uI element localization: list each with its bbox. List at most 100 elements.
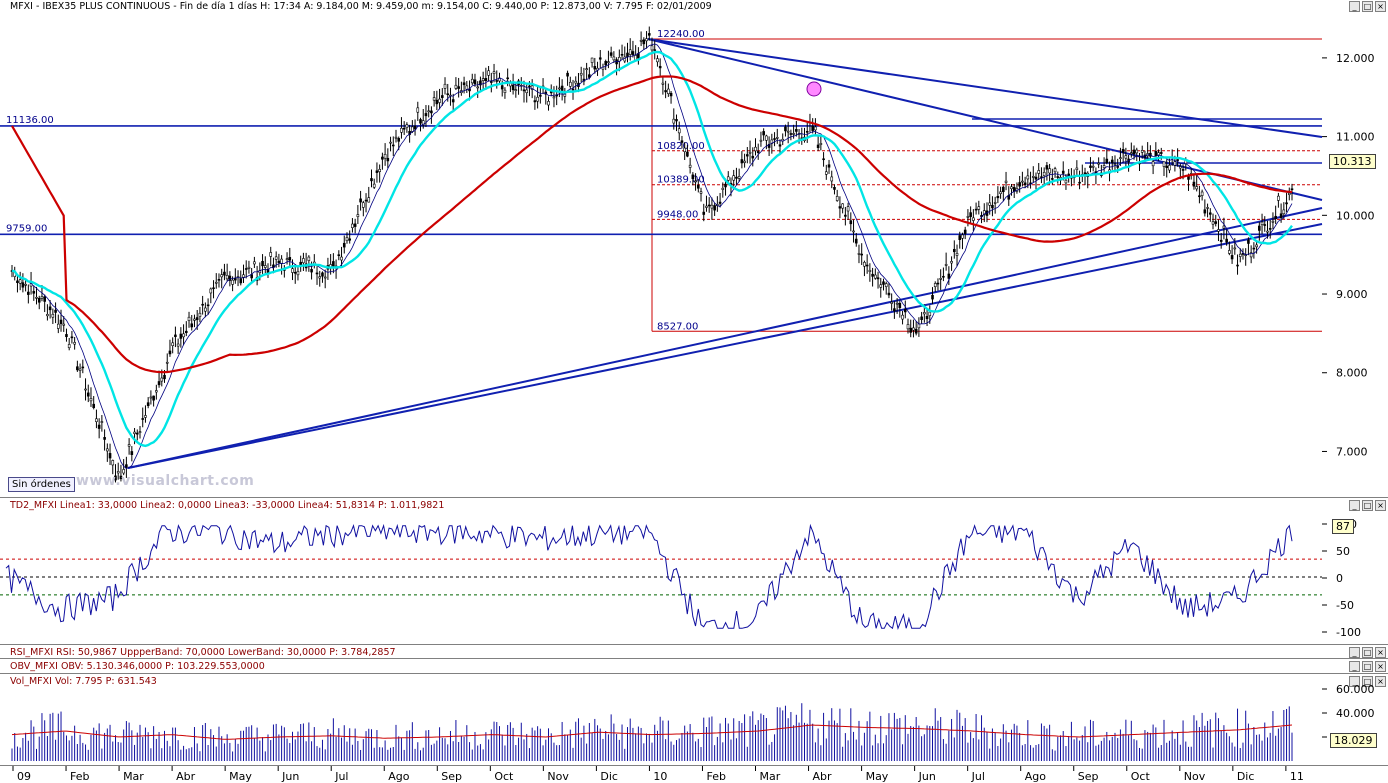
close-icon[interactable]: × [1375,676,1386,687]
price-candle-body [1116,166,1120,168]
price-candle-body [184,330,188,333]
maximize-icon[interactable]: □ [1362,676,1373,687]
price-candle-body [1053,168,1057,173]
x-tick-label: Abr [813,770,833,783]
price-candle-body [348,238,352,241]
x-tick-label: May [229,770,252,783]
maximize-icon[interactable]: □ [1362,1,1373,12]
close-icon[interactable]: × [1375,661,1386,672]
price-candle-body [852,230,855,233]
price-candle-body [487,70,490,76]
price-candle-body [413,125,417,130]
price-candle-body [607,61,610,63]
price-candle-body [1268,228,1272,230]
price-candle-body [1249,252,1253,258]
y-tick-label: 11.000 [1336,131,1375,144]
price-candle-body [1233,247,1237,250]
price-candle-body [65,334,68,338]
maximize-icon[interactable]: □ [1362,500,1373,511]
price-candle-body [152,395,155,401]
price-candle-body [647,33,651,36]
price-candle-body [1162,161,1166,167]
price-candle-body [1219,239,1223,242]
close-icon[interactable]: × [1375,1,1386,12]
price-candle-body [871,273,874,277]
price-candle-body [1135,149,1139,154]
price-candle-body [89,398,93,402]
price-candle-body [479,80,482,86]
trendline [127,207,1323,469]
price-candle-body [993,202,997,204]
price-candle-body [492,71,496,74]
vol-last-box: 18.029 [1330,733,1377,748]
price-candle-body [201,303,204,306]
rsi-pane[interactable]: RSI_MFXI RSI: 50,9867 UppperBand: 70,000… [0,646,1388,659]
price-candle-body [696,185,700,189]
price-candle-body [626,52,629,57]
price-candle-body [182,333,185,338]
price-candle-body [465,85,469,90]
last-price-box: 10.313 [1329,154,1376,169]
obv-pane[interactable]: OBV_MFXI OBV: 5.130.346,0000 P: 103.229.… [0,660,1388,674]
price-candle-body [424,113,428,117]
price-candle-body [805,131,809,133]
price-candle-body [193,318,196,321]
td2-pane[interactable]: TD2_MFXI Linea1: 33,0000 Linea2: 0,0000 … [0,499,1388,645]
price-candle-body [664,90,667,93]
rsi-title: RSI_MFXI RSI: 50,9867 UppperBand: 70,000… [10,647,396,658]
price-candle-body [457,86,460,89]
close-icon[interactable]: × [1375,647,1386,658]
level-label: 12240.00 [657,29,705,40]
price-candle-body [642,39,646,45]
price-candle-body [721,187,725,190]
minimize-icon[interactable]: _ [1349,647,1360,658]
price-candle-body [277,260,281,263]
minimize-icon[interactable]: _ [1349,500,1360,511]
price-candle-body [130,451,134,455]
price-candle-body [528,85,531,88]
price-candle-body [691,174,695,180]
price-candle-body [1159,152,1163,154]
minimize-icon[interactable]: _ [1349,676,1360,687]
level-label: 10820.00 [657,141,705,152]
price-candle-body [59,319,63,324]
price-candle-body [814,126,817,131]
minimize-icon[interactable]: _ [1349,661,1360,672]
price-candle-body [585,68,588,71]
price-candle-body [667,88,670,94]
close-icon[interactable]: × [1375,500,1386,511]
maximize-icon[interactable]: □ [1362,661,1373,672]
td2-line [5,523,1293,630]
td2-chart[interactable]: 100500-50-100 [0,499,1388,645]
price-chart[interactable]: 12.000 11.000 10.000 9.000 8.000 7.000 12240.0… [0,0,1388,498]
price-candle-body [427,110,430,113]
ma-long-line [11,75,1293,374]
price-candle-body [792,133,795,135]
volume-pane[interactable]: Vol_MFXI Vol: 7.795 P: 631.543 _ □ × 60.… [0,675,1388,766]
price-candle-body [748,151,752,154]
price-candle-body [732,175,736,181]
price-candle-body [1018,182,1021,187]
price-candle-body [1010,186,1013,190]
price-candle-body [882,281,885,285]
price-candle-body [381,156,384,160]
maximize-icon[interactable]: □ [1362,647,1373,658]
price-candle-body [217,279,221,281]
price-candle-body [345,237,349,242]
minimize-icon[interactable]: _ [1349,1,1360,12]
price-candle-body [296,271,300,276]
price-candle-body [593,66,597,70]
price-candle-body [359,198,362,203]
price-candle-body [157,381,161,386]
price-candle-body [936,282,940,285]
x-tick-label: Feb [70,770,89,783]
price-candle-body [394,136,398,139]
price-pane[interactable]: MFXI - IBEX35 PLUS CONTINUOUS - Fin de d… [0,0,1388,498]
price-candle-body [1287,192,1291,195]
signal-marker-icon [806,81,822,97]
price-candle-body [1002,186,1005,193]
sin-ordenes-button[interactable]: Sin órdenes [8,477,75,492]
price-candle-body [462,82,466,86]
price-candle-body [370,178,373,182]
